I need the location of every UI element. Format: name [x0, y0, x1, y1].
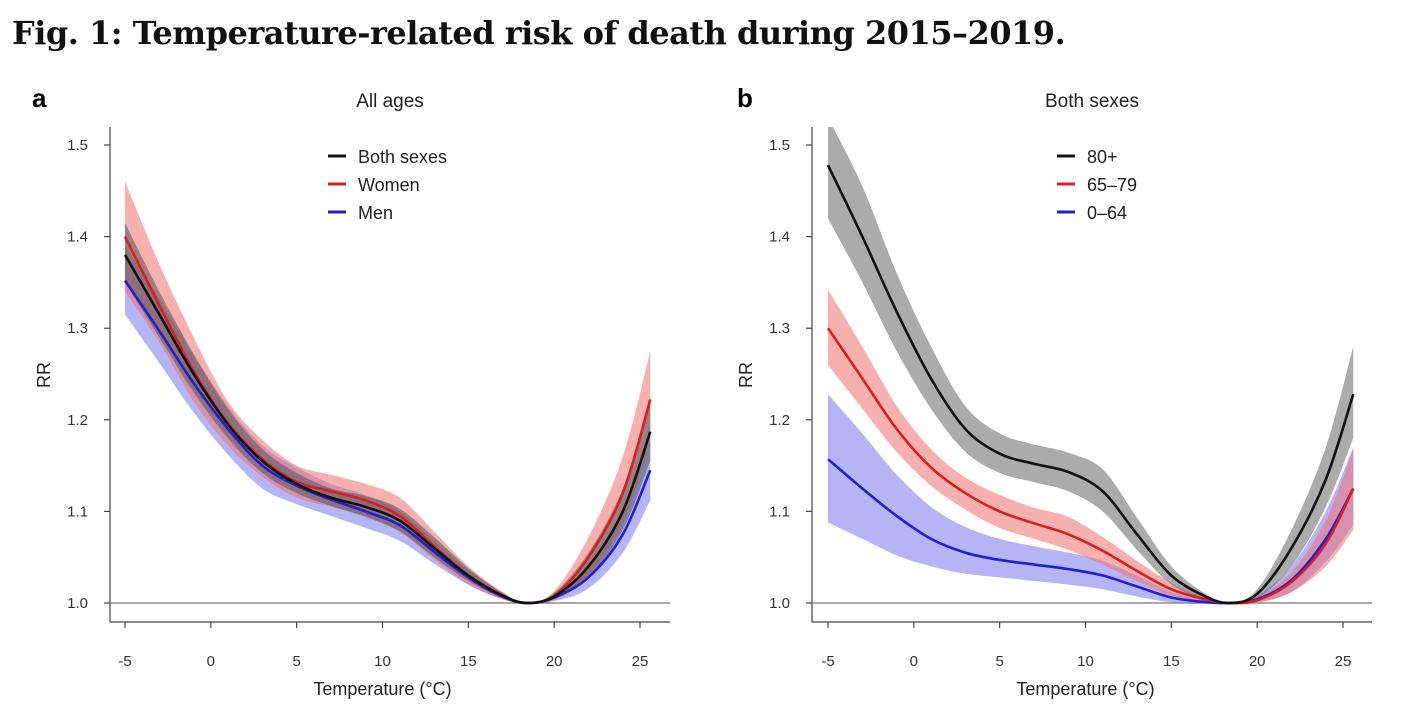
ci-band-men — [125, 245, 651, 604]
plot-area — [826, 127, 1355, 605]
y-tick-label: 1.5 — [67, 137, 88, 154]
x-tick-label: 10 — [374, 653, 391, 670]
ci-band-80- — [828, 127, 1354, 604]
x-tick-label: 15 — [460, 653, 477, 670]
legend-label: Men — [358, 203, 393, 223]
y-tick-label: 1.2 — [769, 412, 790, 429]
ci-band-both-sexes — [125, 222, 651, 604]
y-tick-label: 1.0 — [769, 595, 790, 612]
x-tick-label: -5 — [821, 653, 834, 670]
chart-panel-b: b Both sexes 1.0 1.1 1.2 1.3 1.4 1.5 -5 0 5 10 15 20 2… — [736, 83, 1372, 699]
x-tick-label: 10 — [1077, 653, 1094, 670]
legend-label: 80+ — [1087, 147, 1118, 167]
legend-label: 65–79 — [1087, 175, 1137, 195]
y-tick-label: 1.1 — [769, 503, 790, 520]
figure-title: Fig. 1: Temperature-related risk of deat… — [12, 14, 1066, 52]
panel-letter: a — [32, 83, 47, 113]
y-tick-label: 1.3 — [67, 320, 88, 337]
legend-label: Women — [358, 175, 420, 195]
series-line-65-79 — [826, 327, 1355, 605]
x-tick-label: 5 — [292, 653, 300, 670]
y-axis-title: RR — [736, 362, 756, 388]
legend: 80+ 65–79 0–64 — [1057, 147, 1137, 223]
y-tick-label: 1.1 — [67, 503, 88, 520]
x-tick-label: 0 — [207, 653, 215, 670]
x-tick-label: 20 — [546, 653, 563, 670]
y-tick-label: 1.5 — [769, 137, 790, 154]
x-tick-label: -5 — [118, 653, 131, 670]
panel-letter: b — [737, 83, 753, 113]
chart-panel-a: a All ages 1.0 1.1 1.2 1.3 1.4 1.5 -5 0 5 10 15 20 25 T… — [32, 83, 670, 699]
x-axis-title: Temperature (°C) — [1016, 679, 1154, 699]
x-axis-title: Temperature (°C) — [313, 679, 451, 699]
series-line-both-sexes — [123, 254, 652, 605]
legend: Both sexes Women Men — [328, 147, 447, 223]
series-line-men — [123, 279, 652, 605]
series-line-80- — [826, 164, 1355, 605]
x-tick-label: 5 — [995, 653, 1003, 670]
y-tick-label: 1.2 — [67, 412, 88, 429]
y-tick-label: 1.3 — [769, 320, 790, 337]
y-axis-title: RR — [34, 362, 54, 388]
legend-label: Both sexes — [358, 147, 447, 167]
x-tick-label: 0 — [910, 653, 918, 670]
panel-title: All ages — [356, 91, 424, 112]
x-tick-label: 25 — [1335, 653, 1352, 670]
panel-title: Both sexes — [1045, 91, 1139, 112]
plot-area — [123, 181, 652, 605]
x-tick-label: 15 — [1163, 653, 1180, 670]
x-tick-label: 20 — [1249, 653, 1266, 670]
y-tick-label: 1.4 — [67, 229, 88, 246]
x-tick-label: 25 — [632, 653, 649, 670]
y-tick-label: 1.4 — [769, 229, 790, 246]
legend-label: 0–64 — [1087, 203, 1127, 223]
y-tick-label: 1.0 — [67, 595, 88, 612]
